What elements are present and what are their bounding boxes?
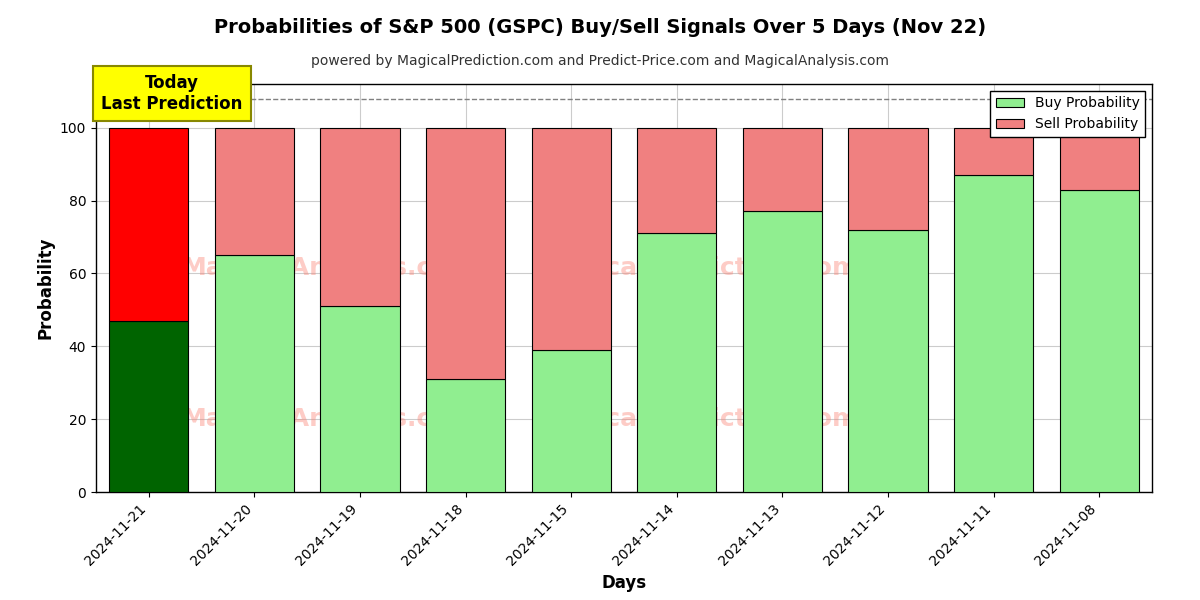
Text: MagicalAnalysis.com: MagicalAnalysis.com	[181, 256, 475, 280]
Bar	[743, 211, 822, 492]
Text: Probabilities of S&P 500 (GSPC) Buy/Sell Signals Over 5 Days (Nov 22): Probabilities of S&P 500 (GSPC) Buy/Sell…	[214, 18, 986, 37]
Bar	[532, 350, 611, 492]
Bar	[215, 128, 294, 255]
Bar	[848, 230, 928, 492]
Bar	[109, 321, 188, 492]
Bar	[320, 306, 400, 492]
Bar	[954, 175, 1033, 492]
Bar	[848, 128, 928, 230]
Bar	[426, 128, 505, 379]
Text: MagicalPrediction.com: MagicalPrediction.com	[538, 256, 858, 280]
Bar	[109, 128, 188, 321]
Bar	[637, 233, 716, 492]
X-axis label: Days: Days	[601, 574, 647, 592]
Text: MagicalAnalysis.com: MagicalAnalysis.com	[181, 407, 475, 431]
Bar	[743, 128, 822, 211]
Y-axis label: Probability: Probability	[36, 237, 54, 339]
Bar	[1060, 190, 1139, 492]
Bar	[954, 128, 1033, 175]
Bar	[1060, 128, 1139, 190]
Text: powered by MagicalPrediction.com and Predict-Price.com and MagicalAnalysis.com: powered by MagicalPrediction.com and Pre…	[311, 54, 889, 68]
Text: Today
Last Prediction: Today Last Prediction	[101, 74, 242, 113]
Bar	[320, 128, 400, 306]
Bar	[532, 128, 611, 350]
Bar	[426, 379, 505, 492]
Bar	[215, 255, 294, 492]
Text: MagicalPrediction.com: MagicalPrediction.com	[538, 407, 858, 431]
Bar	[637, 128, 716, 233]
Legend: Buy Probability, Sell Probability: Buy Probability, Sell Probability	[990, 91, 1145, 137]
